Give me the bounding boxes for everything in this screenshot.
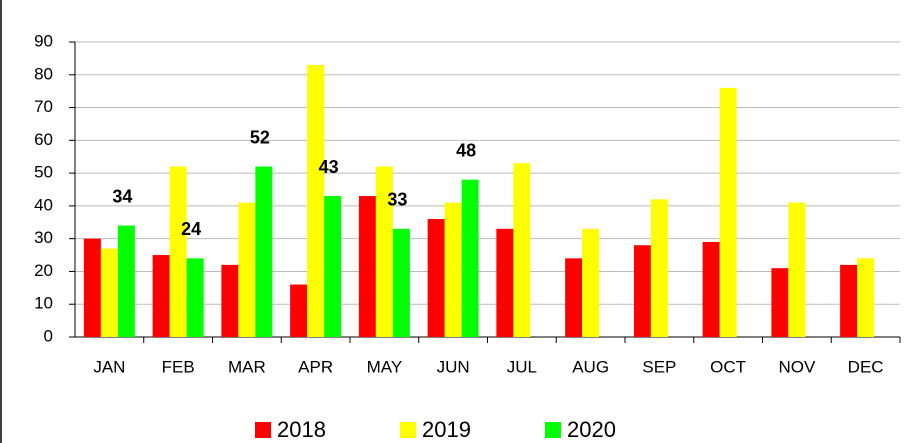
x-tick-label: JUL bbox=[507, 357, 537, 376]
bar bbox=[375, 166, 393, 337]
bar bbox=[788, 202, 806, 337]
data-label: 48 bbox=[456, 140, 476, 160]
legend-label: 2019 bbox=[422, 417, 471, 442]
x-tick-label: JUN bbox=[437, 357, 470, 376]
bar bbox=[221, 264, 239, 337]
y-tick-label: 60 bbox=[34, 130, 53, 149]
bar bbox=[324, 196, 342, 337]
y-tick-label: 0 bbox=[44, 326, 53, 345]
legend-swatch bbox=[400, 422, 416, 438]
bar bbox=[702, 241, 720, 337]
data-label: 34 bbox=[112, 186, 132, 206]
data-label: 24 bbox=[181, 219, 201, 239]
bar bbox=[771, 268, 789, 337]
y-tick-label: 30 bbox=[34, 228, 53, 247]
bar bbox=[117, 225, 135, 337]
data-label: 33 bbox=[387, 190, 407, 210]
bar bbox=[152, 255, 170, 337]
bar bbox=[186, 258, 204, 337]
x-tick-label: OCT bbox=[710, 357, 746, 376]
bar bbox=[100, 248, 118, 337]
x-tick-label: MAY bbox=[367, 357, 403, 376]
legend-swatch bbox=[545, 422, 561, 438]
x-tick-label: JAN bbox=[93, 357, 125, 376]
bar bbox=[496, 228, 514, 337]
bar bbox=[427, 219, 445, 337]
bar bbox=[513, 163, 531, 337]
bar bbox=[650, 199, 668, 337]
bar bbox=[290, 284, 308, 337]
y-tick-label: 80 bbox=[34, 64, 53, 83]
legend-label: 2020 bbox=[567, 417, 616, 442]
x-tick-label: AUG bbox=[572, 357, 609, 376]
data-label: 43 bbox=[319, 157, 339, 177]
bar bbox=[358, 196, 376, 337]
y-tick-label: 40 bbox=[34, 195, 53, 214]
bar bbox=[857, 258, 875, 337]
x-tick-label: DEC bbox=[848, 357, 884, 376]
x-tick-label: SEP bbox=[642, 357, 676, 376]
legend-swatch bbox=[255, 422, 271, 438]
x-tick-label: APR bbox=[298, 357, 333, 376]
x-tick-label: FEB bbox=[162, 357, 195, 376]
bar bbox=[238, 202, 256, 337]
bar bbox=[255, 166, 273, 337]
bar bbox=[83, 238, 101, 337]
bar bbox=[461, 179, 479, 337]
y-tick-label: 70 bbox=[34, 97, 53, 116]
bar bbox=[565, 258, 583, 337]
bar bbox=[633, 245, 651, 337]
legend-label: 2018 bbox=[277, 417, 326, 442]
y-tick-label: 20 bbox=[34, 261, 53, 280]
bar bbox=[840, 264, 858, 337]
data-label: 52 bbox=[250, 127, 270, 147]
bar bbox=[307, 64, 325, 337]
bar bbox=[582, 228, 600, 337]
y-tick-label: 10 bbox=[34, 294, 53, 313]
bar bbox=[392, 228, 410, 337]
x-tick-label: NOV bbox=[778, 357, 816, 376]
x-tick-label: MAR bbox=[228, 357, 266, 376]
bar bbox=[719, 87, 737, 337]
bar bbox=[169, 166, 187, 337]
bar bbox=[444, 202, 462, 337]
y-tick-label: 50 bbox=[34, 163, 53, 182]
y-tick-label: 90 bbox=[34, 31, 53, 50]
